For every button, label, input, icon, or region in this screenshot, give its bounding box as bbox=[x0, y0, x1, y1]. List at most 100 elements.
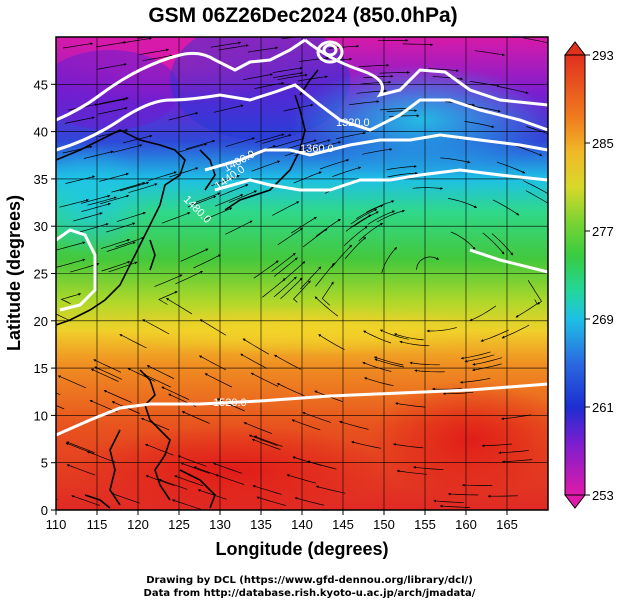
streamline bbox=[352, 211, 379, 228]
streamline bbox=[381, 247, 398, 274]
streamline bbox=[171, 499, 202, 510]
streamline bbox=[379, 329, 409, 340]
streamline bbox=[175, 270, 204, 285]
streamline bbox=[286, 474, 316, 484]
streamline bbox=[161, 386, 190, 400]
streamline bbox=[225, 220, 253, 235]
streamline bbox=[300, 266, 322, 290]
streamline bbox=[99, 172, 129, 182]
colorbar-gradient bbox=[564, 54, 586, 496]
streamline bbox=[386, 165, 417, 171]
streamline bbox=[213, 104, 244, 113]
streamline bbox=[177, 455, 207, 467]
streamline bbox=[272, 66, 303, 74]
streamline bbox=[439, 504, 471, 508]
streamline bbox=[413, 465, 444, 471]
streamline bbox=[432, 76, 464, 81]
streamline bbox=[387, 171, 418, 178]
streamline bbox=[166, 298, 193, 315]
figure-title: GSM 06Z26Dec2024 (850.0hPa) bbox=[148, 4, 457, 27]
y-tick-label: 5 bbox=[41, 456, 48, 471]
streamline bbox=[174, 475, 204, 487]
streamline bbox=[302, 228, 328, 248]
streamline bbox=[121, 37, 152, 44]
streamline bbox=[142, 54, 173, 62]
streamline bbox=[103, 390, 132, 403]
streamline bbox=[344, 236, 367, 260]
streamline bbox=[358, 222, 384, 242]
streamline bbox=[158, 478, 188, 490]
streamline bbox=[94, 366, 123, 380]
streamline bbox=[99, 194, 130, 205]
streamline bbox=[302, 411, 332, 423]
streamline bbox=[501, 459, 533, 464]
streamline bbox=[319, 159, 350, 170]
streamline bbox=[66, 464, 96, 476]
x-tick-label: 150 bbox=[373, 517, 395, 532]
streamline bbox=[526, 126, 548, 135]
streamline bbox=[315, 218, 341, 237]
streamline bbox=[277, 73, 308, 81]
streamline bbox=[470, 105, 501, 113]
colorbar-bottom-arrow bbox=[563, 494, 587, 509]
streamline bbox=[198, 355, 227, 371]
streamline bbox=[501, 414, 532, 421]
streamline bbox=[294, 497, 325, 506]
streamline bbox=[311, 141, 342, 151]
streamline bbox=[376, 209, 405, 223]
streamline bbox=[273, 257, 298, 277]
streamline bbox=[243, 422, 273, 434]
y-tick-label: 15 bbox=[34, 361, 48, 376]
contour-label-1320: 1320.0 bbox=[336, 117, 370, 129]
streamline bbox=[262, 134, 292, 144]
streamline bbox=[56, 258, 86, 268]
streamline bbox=[301, 139, 331, 149]
streamline bbox=[71, 495, 101, 506]
streamline bbox=[522, 180, 548, 195]
streamline bbox=[474, 50, 505, 57]
streamline bbox=[513, 144, 543, 157]
streamline bbox=[345, 214, 372, 232]
grid-lines bbox=[56, 37, 548, 510]
x-tick-label: 110 bbox=[46, 517, 67, 532]
streamline bbox=[482, 232, 505, 255]
streamline bbox=[280, 277, 303, 299]
streamline bbox=[252, 485, 282, 495]
streamline bbox=[116, 211, 146, 222]
streamline bbox=[480, 329, 509, 342]
streamline bbox=[96, 41, 127, 48]
streamline bbox=[145, 443, 174, 456]
streamline bbox=[363, 330, 392, 344]
streamline bbox=[440, 157, 471, 164]
streamline bbox=[481, 443, 513, 448]
y-tick-label: 25 bbox=[34, 267, 48, 282]
streamline bbox=[119, 181, 150, 192]
y-tick-label: 10 bbox=[34, 408, 48, 423]
streamline bbox=[318, 334, 345, 350]
y-tick-label: 0 bbox=[41, 503, 48, 518]
colorbar-ticks: 293 285 277 269 261 253 bbox=[585, 48, 614, 503]
streamline bbox=[314, 296, 339, 317]
streamline bbox=[386, 109, 418, 113]
streamline bbox=[242, 338, 269, 355]
streamline bbox=[402, 43, 434, 47]
streamline bbox=[448, 198, 478, 208]
streamline bbox=[81, 202, 111, 212]
streamline bbox=[360, 80, 392, 85]
streamline bbox=[158, 291, 178, 305]
streamline bbox=[169, 167, 199, 178]
streamline bbox=[90, 368, 119, 382]
streamline bbox=[248, 434, 278, 446]
streamline bbox=[414, 369, 445, 373]
streamline bbox=[299, 56, 330, 62]
streamline bbox=[56, 313, 71, 322]
streamline bbox=[343, 226, 368, 246]
streamline bbox=[180, 462, 210, 474]
streamline bbox=[362, 74, 394, 79]
streamline bbox=[62, 42, 94, 49]
streamline bbox=[527, 280, 542, 305]
streamline bbox=[395, 402, 426, 408]
streamline bbox=[272, 201, 300, 216]
streamline bbox=[210, 41, 242, 48]
